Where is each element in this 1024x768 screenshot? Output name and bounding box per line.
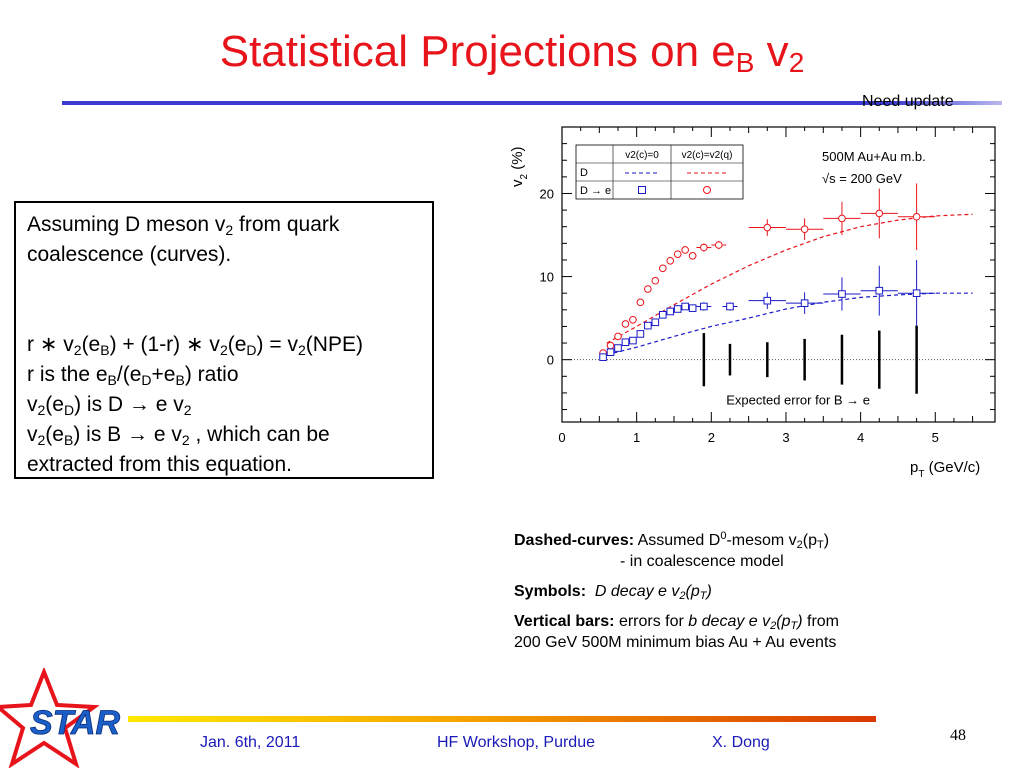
data-point — [912, 212, 921, 221]
data-point — [800, 225, 809, 234]
title-rule — [62, 101, 1002, 105]
note-vertical-bars: Vertical bars: errors for b decay e v2(p… — [514, 613, 839, 651]
data-point — [714, 241, 723, 249]
page-number: 48 — [950, 727, 966, 744]
note-dashed-curves: Dashed-curves: Assumed D0-mesom v2(pT) - … — [514, 530, 830, 571]
data-point — [614, 332, 622, 341]
star-logo-text: STAR — [30, 704, 120, 742]
data-point — [666, 256, 675, 265]
data-point — [681, 246, 689, 254]
data-point — [673, 305, 682, 313]
box-line-4: r is the eB/(eD+eB) ratio — [27, 363, 239, 388]
y-tick-label: 0 — [547, 353, 554, 368]
dashed-curve — [606, 292, 973, 356]
x-tick-label: 5 — [932, 430, 939, 445]
legend-col2: v2(c)=v2(q) — [682, 150, 733, 161]
x-tick-label: 4 — [857, 430, 864, 445]
footer-bar — [128, 716, 876, 722]
y-tick-label: 10 — [540, 270, 554, 285]
data-point — [644, 321, 652, 330]
box-line-1: Assuming D meson v2 from quark — [27, 213, 340, 238]
box-line-7: extracted from this equation. — [27, 453, 292, 476]
plot-frame — [561, 126, 996, 423]
data-point — [726, 302, 734, 311]
legend-circle-marker — [703, 186, 711, 194]
box-line-3: r ∗ v2(eB) + (1-r) ∗ v2(eD) = v2(NPE) — [27, 333, 363, 358]
legend-row2: D → e — [580, 185, 611, 197]
x-tick-label: 3 — [782, 430, 789, 445]
star-outline-icon — [0, 668, 100, 768]
data-point — [651, 276, 660, 285]
data-point — [636, 298, 645, 307]
data-point — [673, 250, 682, 258]
legend-square-marker — [638, 186, 646, 194]
data-point — [688, 304, 697, 312]
box-line-5: v2(eD) is D → e v2 — [27, 393, 192, 418]
data-point — [666, 307, 675, 316]
data-point — [800, 299, 809, 307]
need-update-note: Need update — [862, 93, 954, 110]
legend-row1: D — [580, 167, 588, 179]
data-point — [763, 296, 772, 305]
data-point — [838, 214, 846, 223]
data-point — [700, 243, 708, 252]
box-line-2: coalescence (curves). — [27, 243, 232, 266]
data-point — [688, 252, 697, 260]
box-line-6: v2(eB) is B → e v2 , which can be — [27, 423, 330, 448]
data-point — [651, 318, 660, 327]
explanation-box: Assuming D meson v2 from quark coalescen… — [14, 201, 434, 479]
y-tick-label: 20 — [540, 186, 554, 201]
data-point — [606, 341, 615, 350]
data-point — [658, 311, 667, 319]
y-axis-label: v2 (%) — [509, 146, 530, 187]
data-point — [629, 336, 637, 345]
annotation-line2: √s = 200 GeV — [822, 171, 902, 186]
dashed-curve — [606, 213, 973, 344]
annotation-line1: 500M Au+Au m.b. — [822, 149, 926, 164]
v2-chart: 0 1 2 3 4 5 0 10 20 pT (GeV/c) v2 (%) Expected erro… — [509, 126, 996, 480]
chart-notes: Dashed-curves: Assumed D0-mesom v2(pT) - … — [514, 530, 839, 662]
x-tick-label: 0 — [558, 430, 565, 445]
data-point — [614, 344, 622, 352]
data-point — [636, 330, 645, 338]
note-symbols: Symbols: D decay e v2(pT) — [514, 583, 712, 602]
legend-box — [575, 144, 744, 200]
data-point — [838, 290, 846, 298]
data-point — [875, 286, 884, 295]
footer-date: Jan. 6th, 2011 — [200, 734, 301, 751]
data-point — [681, 302, 689, 311]
x-tick-label: 2 — [708, 430, 715, 445]
footer-author: X. Dong — [712, 734, 770, 751]
data-point — [875, 209, 884, 218]
data-point — [599, 353, 607, 361]
legend-col1: v2(c)=0 — [625, 150, 659, 161]
data-point — [912, 289, 921, 297]
data-point — [629, 315, 637, 324]
data-point — [763, 223, 772, 232]
x-tick-label: 1 — [633, 430, 640, 445]
x-axis-label: pT (GeV/c) — [910, 459, 980, 480]
data-point — [700, 302, 708, 311]
data-point — [621, 320, 630, 328]
data-point — [621, 338, 630, 347]
data-point — [658, 264, 667, 273]
star-logo: STAR — [0, 668, 121, 768]
expected-error-label: Expected error for B → e — [726, 393, 870, 408]
slide-title: Statistical Projections on eB v2 — [219, 27, 805, 78]
footer-event: HF Workshop, Purdue — [437, 734, 595, 751]
data-point — [644, 285, 652, 293]
data-point — [606, 348, 615, 356]
